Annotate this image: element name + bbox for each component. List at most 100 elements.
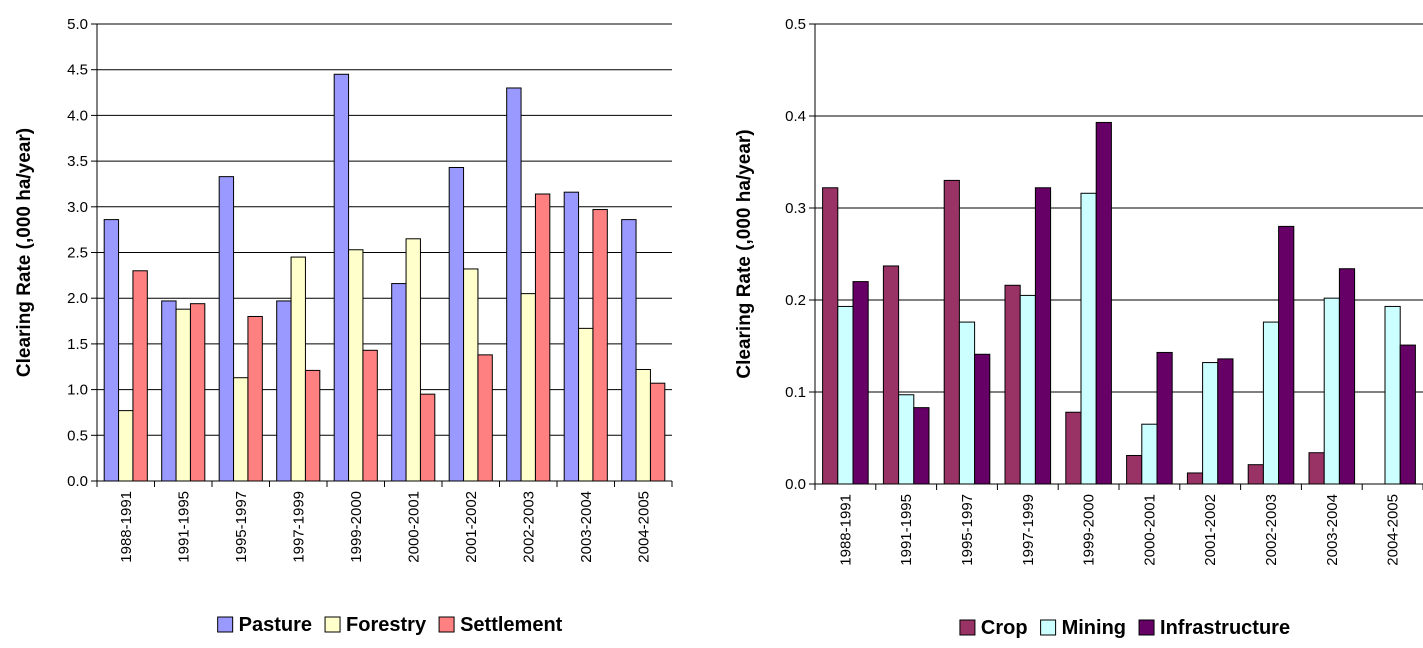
bar-pasture-1988-1991: [103, 219, 120, 482]
bar-settlement-1991-1995: [189, 303, 206, 482]
x-tick-label: 1997-1999: [1020, 494, 1037, 566]
bar-forestry-1997-1999: [290, 256, 306, 482]
y-tick-label: 3.0: [67, 199, 88, 216]
x-tick-label: 1991-1995: [898, 494, 915, 566]
bar-settlement-2004-2005: [649, 382, 666, 482]
bar-infrastructure-2001-2002: [1217, 358, 1234, 485]
x-tick-label: 2000-2001: [405, 491, 422, 563]
y-tick-label: 0.5: [67, 427, 88, 444]
legend-label-infrastructure: Infrastructure: [1160, 617, 1290, 639]
left-chart: 0.0 0.5 1.0 1.5 2.0 2.5 3.0 3.5 4.0 4.5 5.0 1988-19…: [14, 16, 673, 636]
bar-crop-1995-1997: [943, 179, 960, 485]
bar-infrastructure-2000-2001: [1156, 351, 1173, 485]
bar-pasture-2001-2002: [448, 166, 465, 482]
y-tick-label: 0.0: [785, 476, 806, 493]
x-tick-label: 1999-2000: [348, 491, 365, 563]
bar-mining-1991-1995: [898, 394, 915, 485]
bar-forestry-2001-2002: [463, 268, 479, 482]
bar-infrastructure-1997-1999: [1034, 187, 1052, 485]
y-tick-label: 2.5: [67, 245, 88, 262]
bar-infrastructure-1991-1995: [913, 407, 930, 485]
legend-swatch-crop: [959, 619, 976, 636]
x-tick-label: 2001-2002: [1202, 494, 1219, 566]
legend-swatch-pasture: [217, 616, 234, 633]
bar-pasture-1995-1997: [218, 176, 235, 482]
y-tick-label: 4.0: [67, 107, 88, 124]
bar-crop-2002-2003: [1247, 464, 1264, 485]
bar-forestry-2002-2003: [520, 293, 536, 482]
x-tick-label: 2002-2003: [1263, 494, 1280, 566]
y-tick-label: 0.4: [785, 108, 806, 125]
bar-forestry-2000-2001: [405, 238, 421, 482]
x-tick-label: 1988-1991: [118, 491, 135, 563]
bar-mining-1997-1999: [1019, 294, 1036, 485]
bar-settlement-2001-2002: [477, 354, 493, 482]
legend-label-pasture: Pasture: [239, 614, 312, 636]
y-axis-title: Clearing Rate (,000 ha/year): [734, 129, 755, 378]
bar-forestry-1995-1997: [233, 377, 249, 482]
legend-label-forestry: Forestry: [346, 614, 427, 636]
legend-label-settlement: Settlement: [460, 614, 563, 636]
bar-infrastructure-1999-2000: [1095, 121, 1112, 485]
bar-pasture-2003-2004: [563, 191, 580, 482]
y-tick-label: 3.5: [67, 153, 88, 170]
y-tick-label: 4.5: [67, 62, 88, 79]
bar-mining-2000-2001: [1141, 423, 1158, 485]
x-tick-label: 1995-1997: [959, 494, 976, 566]
bar-crop-1999-2000: [1065, 411, 1082, 485]
right-chart: 0.0 0.1 0.2 0.3 0.4 0.5 1988-1991 1991-1995 1995…: [734, 16, 1423, 639]
x-tick-label: 2000-2001: [1141, 494, 1158, 566]
y-tick-label: 0.2: [785, 292, 806, 309]
y-tick-label: 2.0: [67, 290, 88, 307]
bar-infrastructure-2003-2004: [1338, 268, 1356, 485]
bar-forestry-2004-2005: [635, 368, 651, 482]
bar-settlement-1999-2000: [362, 349, 378, 482]
bar-mining-2002-2003: [1262, 321, 1280, 485]
y-tick-label: 1.5: [67, 336, 88, 353]
x-tick-label: 2004-2005: [1385, 494, 1402, 566]
bar-mining-2004-2005: [1384, 305, 1401, 485]
x-tick-label: 2001-2002: [463, 491, 480, 563]
y-tick-label: 0.0: [67, 473, 88, 490]
x-tick-label: 1995-1997: [233, 491, 250, 563]
bar-infrastructure-2002-2003: [1278, 225, 1295, 485]
bar-infrastructure-1995-1997: [974, 353, 991, 485]
bar-forestry-2003-2004: [578, 327, 594, 482]
bar-mining-1988-1991: [837, 305, 854, 485]
bar-pasture-1999-2000: [333, 73, 350, 482]
bar-settlement-2000-2001: [419, 393, 436, 482]
bar-pasture-1991-1995: [161, 300, 177, 482]
bar-mining-1999-2000: [1080, 192, 1097, 485]
x-tick-label: 1991-1995: [175, 491, 192, 563]
bar-settlement-1997-1999: [304, 369, 321, 482]
bar-pasture-2004-2005: [621, 219, 637, 482]
bar-mining-2001-2002: [1202, 362, 1219, 485]
bar-settlement-1995-1997: [247, 315, 263, 482]
y-tick-label: 1.0: [67, 382, 88, 399]
bar-crop-2000-2001: [1126, 454, 1143, 485]
legend-swatch-forestry: [324, 616, 341, 633]
bar-crop-1988-1991: [822, 187, 839, 485]
bar-settlement-2003-2004: [592, 209, 608, 482]
x-tick-label: 1999-2000: [1081, 494, 1098, 566]
bar-pasture-2002-2003: [506, 87, 522, 482]
legend-swatch-settlement: [438, 616, 455, 633]
y-tick-label: 0.5: [785, 16, 806, 33]
bar-infrastructure-2004-2005: [1399, 344, 1416, 485]
bar-crop-2001-2002: [1186, 472, 1204, 485]
bar-settlement-2002-2003: [534, 193, 551, 482]
x-tick-label: 1997-1999: [290, 491, 307, 563]
y-tick-label: 0.1: [785, 384, 806, 401]
x-tick-label: 2002-2003: [520, 491, 537, 563]
y-tick-label: 0.3: [785, 200, 806, 217]
x-tick-label: 2004-2005: [635, 491, 652, 563]
y-tick-label: 5.0: [67, 16, 88, 33]
bar-forestry-1999-2000: [348, 249, 364, 482]
x-tick-label: 1988-1991: [837, 494, 854, 566]
legend: Pasture Forestry Settlement: [217, 614, 563, 636]
legend-label-mining: Mining: [1062, 617, 1126, 639]
y-axis-title: Clearing Rate (,000 ha/year): [14, 128, 35, 377]
legend-swatch-infrastructure: [1138, 619, 1155, 636]
legend-swatch-mining: [1040, 619, 1057, 636]
